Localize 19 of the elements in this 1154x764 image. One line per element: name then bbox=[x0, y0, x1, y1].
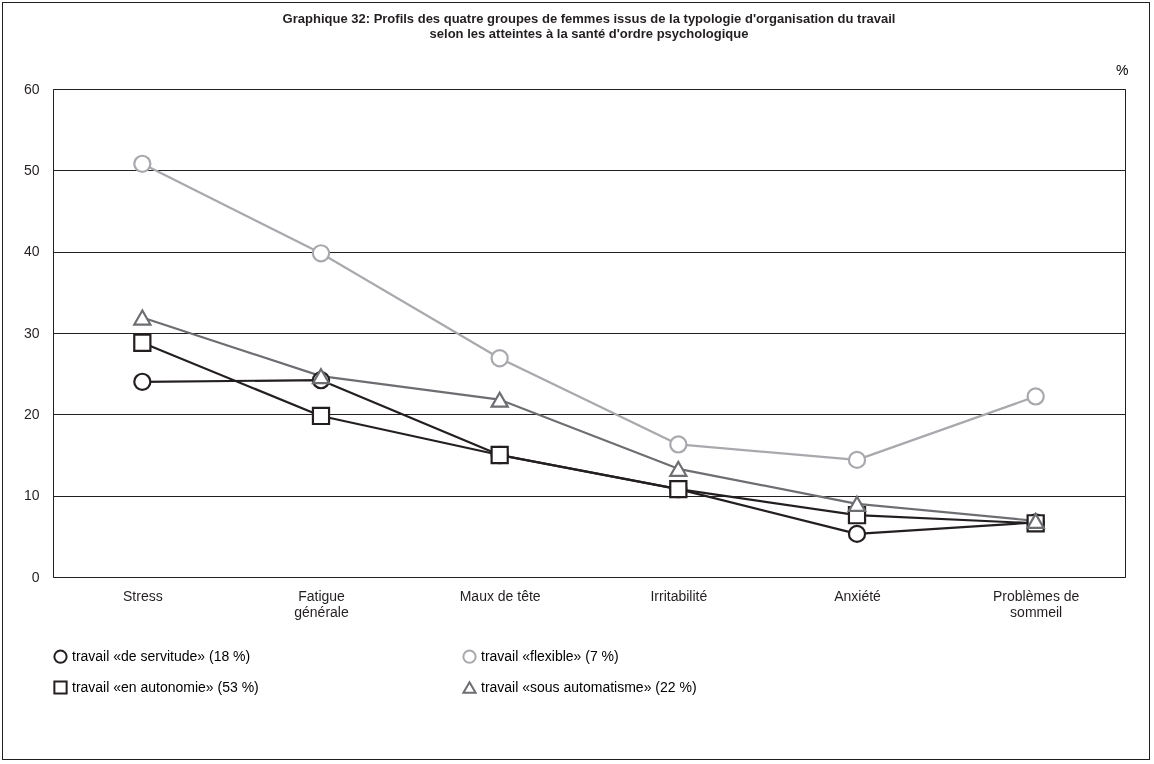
y-tick-label: 40 bbox=[23, 243, 40, 260]
legend-label: travail «sous automatisme» (22 %) bbox=[481, 678, 697, 695]
legend-label: travail «en autonomie» (53 %) bbox=[72, 678, 259, 695]
y-tick-label: 10 bbox=[23, 487, 40, 504]
y-tick-label: 20 bbox=[23, 405, 40, 422]
x-tick-label: Anxiété bbox=[834, 587, 882, 604]
x-tick-label: Stress bbox=[122, 587, 163, 604]
y-tick-label: 50 bbox=[23, 161, 40, 178]
y-tick-label: 0 bbox=[31, 568, 40, 585]
y-tick-label: 30 bbox=[23, 324, 40, 341]
legend-label: travail «de servitude» (18 %) bbox=[72, 647, 251, 664]
x-tick-label: Problèmes de sommeil bbox=[992, 587, 1080, 620]
legend-label: travail «flexible» (7 %) bbox=[481, 647, 619, 664]
x-tick-label: Maux de tête bbox=[459, 587, 541, 604]
x-tick-label: Fatigue générale bbox=[294, 587, 349, 620]
y-axis-title: % bbox=[1116, 61, 1129, 78]
chart-title: Graphique 32: Profils des quatre groupes de femmes issus de la typologie d'organisation du travail selon les atteintes à la santé d'ordre psychologique bbox=[282, 11, 896, 41]
y-tick-label: 60 bbox=[23, 80, 40, 97]
x-tick-label: Irritabilité bbox=[650, 587, 708, 604]
